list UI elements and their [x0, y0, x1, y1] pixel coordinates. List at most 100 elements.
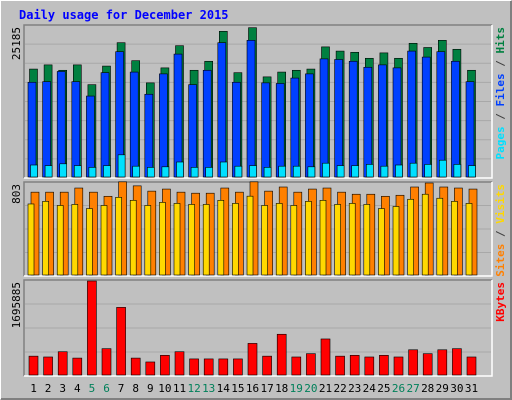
bar-sites-day-28: [421, 193, 429, 276]
bar-sites-day-21: [319, 200, 327, 276]
bar-files-day-27: [407, 50, 416, 178]
bar-sites-day-3: [56, 205, 64, 276]
bar-pages-day-12: [190, 167, 199, 178]
bar-pages-day-26: [395, 164, 403, 178]
panel-light-edge: [24, 280, 493, 377]
bar-files-day-17: [261, 82, 270, 178]
x-tick-label: 10: [158, 382, 171, 395]
bar-files-day-29: [436, 51, 446, 178]
x-tick-label: 29: [436, 382, 449, 395]
bar-sites-day-12: [188, 204, 195, 276]
bar-files-day-15: [232, 81, 241, 178]
bar-pages-day-31: [468, 165, 476, 178]
bar-pages-day-3: [59, 163, 68, 178]
legend-text: Files: [494, 73, 507, 106]
bar-files-day-22: [334, 59, 343, 178]
x-tick-label: 15: [231, 382, 244, 395]
bar-files-day-6: [100, 72, 110, 178]
legend-text: Visits: [494, 184, 507, 224]
bar-sites-day-31: [465, 203, 473, 276]
bar-pages-day-19: [292, 165, 301, 178]
bar-pages-day-10: [161, 166, 170, 178]
legend-visits_sites: Sites / Visits: [494, 184, 507, 277]
chart-title: Daily usage for December 2015: [19, 8, 229, 22]
bar-files-day-5: [86, 95, 95, 178]
panel-shadow-edge: [23, 24, 492, 178]
x-tick-label: 21: [319, 382, 332, 395]
legend-text: /: [494, 54, 507, 74]
bar-sites-day-23: [348, 203, 356, 276]
x-tick-label: 25: [377, 382, 390, 395]
x-tick-label: 1: [30, 382, 37, 395]
bar-pages-day-4: [74, 165, 82, 178]
bar-pages-day-29: [438, 159, 447, 178]
bar-kbytes-day-12: [189, 358, 199, 376]
bar-files-day-9: [144, 93, 154, 178]
bar-kbytes-day-2: [43, 356, 53, 376]
bar-kbytes-day-29: [437, 349, 448, 376]
x-tick-label: 13: [202, 382, 215, 395]
x-tick-label: 22: [333, 382, 346, 395]
bar-kbytes-day-15: [233, 358, 243, 376]
bar-files-day-13: [202, 69, 212, 178]
bar-sites-day-24: [363, 204, 371, 276]
bar-sites-day-11: [173, 203, 181, 276]
bar-files-day-19: [290, 77, 300, 178]
bar-pages-day-6: [103, 165, 111, 178]
x-tick-label: 8: [132, 382, 139, 395]
bar-files-day-20: [305, 73, 314, 178]
bar-files-day-2: [42, 81, 51, 178]
x-tick-label: 2: [45, 382, 52, 395]
bar-files-day-24: [363, 66, 373, 178]
legend-text: Sites: [494, 244, 507, 277]
bar-pages-day-30: [453, 164, 462, 178]
bar-pages-day-9: [147, 167, 155, 178]
bar-kbytes-day-5: [87, 280, 97, 376]
bars-layer: [27, 27, 478, 376]
bar-sites-day-18: [275, 203, 283, 276]
bar-files-day-16: [246, 39, 256, 178]
bar-pages-day-21: [322, 162, 330, 178]
x-tick-label: 5: [89, 382, 96, 395]
bar-sites-day-10: [159, 202, 166, 276]
bar-kbytes-day-23: [349, 355, 360, 376]
bar-sites-day-14: [217, 200, 225, 276]
x-tick-label: 24: [363, 382, 377, 395]
x-tick-label: 9: [147, 382, 154, 395]
bar-files-day-10: [159, 73, 168, 178]
bar-sites-day-6: [100, 205, 108, 276]
bar-files-day-31: [465, 81, 475, 178]
bar-kbytes-day-26: [393, 356, 404, 376]
bar-files-day-11: [173, 53, 183, 178]
legend-text: Hits: [494, 27, 507, 54]
bar-files-day-3: [56, 71, 66, 178]
bar-sites-day-5: [86, 208, 93, 276]
x-tick-label: 27: [406, 382, 419, 395]
x-tick-label: 19: [290, 382, 303, 395]
bar-kbytes-day-1: [28, 355, 39, 376]
x-tick-label: 3: [59, 382, 66, 395]
legend-kbytes: KBytes: [494, 282, 507, 322]
x-tick-label: 30: [450, 382, 463, 395]
bar-sites-day-1: [27, 203, 35, 276]
bar-sites-day-22: [334, 204, 341, 276]
x-axis-labels: 1 2 3 4 5 6 7 8 9 10 11 12 13 14 15 16 17 18 19 20 21 22 23 24 2…: [30, 382, 478, 395]
bar-pages-day-27: [409, 162, 418, 178]
bar-kbytes-day-31: [466, 356, 477, 376]
bar-sites-day-27: [407, 198, 414, 276]
x-tick-label: 14: [217, 382, 231, 395]
bar-files-day-26: [392, 67, 402, 178]
bar-kbytes-day-28: [422, 353, 433, 376]
bar-kbytes-day-4: [72, 357, 83, 376]
bar-pages-day-7: [117, 154, 126, 178]
x-tick-label: 7: [118, 382, 125, 395]
bar-kbytes-day-19: [291, 356, 302, 376]
bar-pages-day-8: [132, 165, 140, 178]
bar-sites-day-4: [71, 204, 79, 276]
bar-sites-day-29: [436, 197, 444, 276]
bar-kbytes-day-11: [174, 351, 185, 376]
bar-kbytes-day-22: [335, 355, 345, 376]
x-tick-label: 28: [421, 382, 434, 395]
bar-kbytes-day-14: [218, 358, 229, 376]
legend-text: /: [494, 224, 507, 244]
